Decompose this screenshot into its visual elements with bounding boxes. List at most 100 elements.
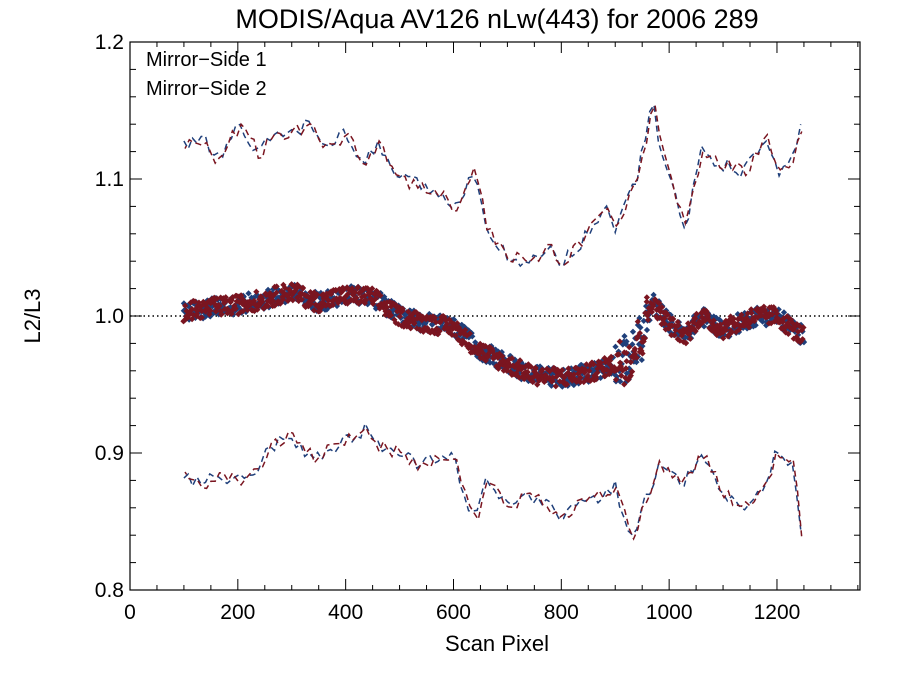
y-axis-label: L2/L3 [20, 288, 45, 343]
ms2-point [354, 285, 361, 292]
ms2-point [462, 326, 469, 334]
ms2-point [277, 300, 284, 307]
y-tick-label: 1.2 [95, 31, 124, 54]
ms2-point [636, 330, 643, 337]
ms2-point [692, 315, 699, 322]
ms2-point [377, 292, 384, 299]
ms2-point [658, 304, 666, 311]
ms1-point [637, 324, 644, 331]
ms2-point [552, 383, 559, 390]
ms1-upper-envelope [183, 102, 802, 268]
ms2-point [406, 319, 413, 326]
ms2-point [586, 367, 593, 374]
ms2-point [308, 300, 315, 307]
y-tick-label: 1.1 [95, 168, 124, 191]
ms2-point [182, 302, 189, 309]
ms2-point [186, 311, 193, 318]
ms2-point [264, 303, 272, 310]
ms2-point [432, 319, 440, 326]
ms2-point [639, 350, 646, 357]
ms2-point [559, 367, 566, 374]
ms2-point [314, 291, 321, 298]
ms2-point [621, 381, 628, 388]
x-axis-label: Scan Pixel [445, 631, 549, 656]
ms2-point [452, 332, 459, 339]
ms1-point [612, 343, 619, 350]
ms2-point [222, 294, 229, 301]
legend-entry-mirror-side-1: Mirror−Side 1 [146, 49, 267, 71]
ms2-point [592, 376, 600, 383]
ms1-point [623, 338, 630, 345]
chart-title: MODIS/Aqua AV126 nLw(443) for 2006 289 [235, 4, 758, 34]
y-tick-label: 1.0 [95, 305, 124, 328]
ms2-point [643, 294, 650, 301]
ms2-point [407, 325, 414, 332]
x-tick-label: 400 [328, 601, 363, 624]
ms2-point [405, 308, 412, 315]
ms2-point [644, 316, 652, 323]
data-marks [180, 102, 808, 541]
ms2-point [633, 354, 640, 361]
ms1-point [759, 318, 766, 325]
ms2-point [273, 283, 280, 290]
ms2-point [353, 294, 360, 302]
axis-ticks: 0 200 400 600 800 1000 1200 0.8 0.9 1.0 1.1 1.2 [95, 31, 860, 624]
ms2-point [334, 299, 342, 306]
ms2-point [399, 305, 406, 312]
ms1-point [640, 317, 647, 325]
ms2-point [299, 285, 306, 292]
ms1-point [548, 382, 555, 389]
ms2-point [656, 299, 663, 307]
ms2-point [372, 295, 379, 302]
ms1-point [629, 328, 637, 335]
ms2-point [431, 314, 438, 321]
ms2-point [444, 320, 451, 328]
ms2-point [273, 289, 280, 296]
ms2-point [298, 296, 305, 303]
ms2-point [207, 307, 214, 314]
ms2-point [800, 324, 807, 331]
ms2-point [362, 297, 369, 304]
ms2-point [723, 326, 730, 333]
ms2-point [482, 357, 489, 364]
ms2-point [349, 285, 356, 292]
ms1-point [643, 326, 651, 334]
legend-entry-mirror-side-2: Mirror−Side 2 [146, 78, 267, 100]
ms2-point [622, 365, 630, 372]
ms2-point [508, 355, 516, 362]
ms2-point [466, 330, 473, 337]
ms1-point [638, 356, 645, 364]
ms2-point [563, 381, 571, 388]
ms2-point [289, 297, 296, 304]
ms2-lower-envelope [184, 426, 803, 541]
x-tick-label: 1000 [646, 601, 693, 624]
ms1-point [621, 333, 628, 340]
ms2-point [687, 335, 694, 342]
ms2-upper-envelope [184, 102, 803, 266]
y-tick-label: 0.8 [95, 579, 124, 602]
legend: Mirror−Side 1 Mirror−Side 2 [146, 49, 267, 100]
ms2-point [580, 378, 587, 386]
ms1-point [650, 291, 657, 298]
ms2-point [748, 306, 755, 313]
ms2-point [258, 295, 266, 302]
ms2-point [344, 291, 351, 298]
x-tick-label: 200 [220, 601, 255, 624]
ms2-point [479, 349, 486, 357]
x-tick-label: 1200 [754, 601, 801, 624]
ms1-lower-envelope [183, 421, 802, 537]
ms2-point [383, 304, 391, 311]
ms2-point [710, 317, 717, 324]
x-tick-label: 0 [124, 601, 136, 624]
ms2-point [436, 328, 443, 335]
x-tick-label: 800 [544, 601, 579, 624]
ms2-point [387, 312, 395, 319]
ms2-point [253, 288, 260, 295]
ms2-point [565, 365, 572, 372]
ms2-point [279, 296, 287, 303]
ms2-point [623, 358, 630, 365]
x-tick-label: 600 [436, 601, 471, 624]
ms2-point [310, 307, 318, 314]
ms2-point [270, 297, 277, 305]
